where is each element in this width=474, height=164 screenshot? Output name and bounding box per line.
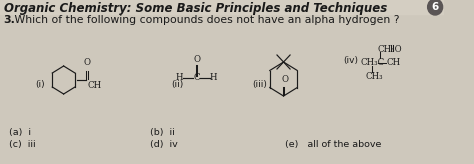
Text: CH₃C: CH₃C <box>360 58 384 67</box>
Text: 6: 6 <box>431 2 439 12</box>
Circle shape <box>428 0 443 15</box>
Text: CH₃: CH₃ <box>366 72 383 81</box>
Text: Organic Chemistry: Some Basic Principles and Techniques: Organic Chemistry: Some Basic Principles… <box>4 2 387 15</box>
Text: (iii): (iii) <box>253 80 267 89</box>
Text: O: O <box>282 75 289 84</box>
Text: (d)  iv: (d) iv <box>150 140 177 149</box>
Text: (c)  iii: (c) iii <box>9 140 36 149</box>
Text: H: H <box>176 73 183 82</box>
Text: H: H <box>210 73 217 82</box>
Text: 3.: 3. <box>4 15 16 25</box>
Text: (e)   all of the above: (e) all of the above <box>285 140 382 149</box>
Text: O: O <box>83 58 91 67</box>
Text: (i): (i) <box>36 80 45 89</box>
Text: (b)  ii: (b) ii <box>150 128 174 137</box>
Text: C: C <box>193 73 200 82</box>
Text: CH: CH <box>386 58 401 67</box>
Text: Which of the following compounds does not have an alpha hydrogen ?: Which of the following compounds does no… <box>11 15 400 25</box>
Text: CH: CH <box>87 81 101 90</box>
Text: (iv): (iv) <box>344 55 358 64</box>
Bar <box>0 0 444 14</box>
Text: (a)  i: (a) i <box>9 128 31 137</box>
Text: (ii): (ii) <box>171 80 183 89</box>
Text: CH₃O: CH₃O <box>377 45 402 54</box>
Text: O: O <box>193 55 200 64</box>
